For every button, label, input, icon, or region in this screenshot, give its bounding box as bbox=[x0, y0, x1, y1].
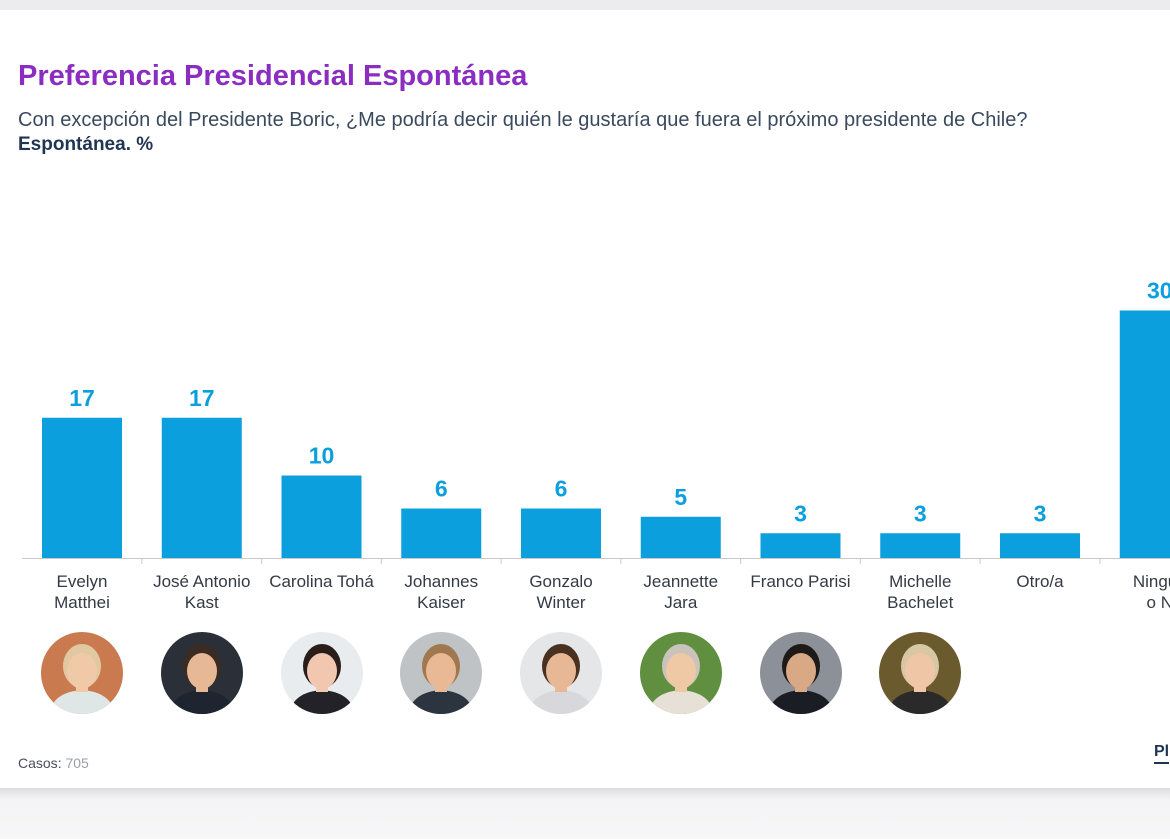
data-label: 10 bbox=[309, 443, 335, 469]
data-label: 30 bbox=[1147, 278, 1170, 304]
category-label: Otro/a bbox=[1016, 572, 1064, 591]
data-label: 3 bbox=[794, 500, 807, 526]
bar bbox=[161, 417, 242, 558]
data-label: 17 bbox=[189, 385, 215, 411]
portrait-icon bbox=[639, 632, 722, 714]
bar bbox=[760, 533, 841, 558]
data-label: 3 bbox=[1034, 500, 1047, 526]
category-label: Franco Parisi bbox=[750, 572, 851, 591]
category-label: Michelle Bachelet bbox=[887, 572, 954, 612]
bar bbox=[42, 417, 122, 558]
bar bbox=[1000, 533, 1080, 558]
data-label: 6 bbox=[555, 476, 568, 502]
category-label: Ningun o N bbox=[1132, 572, 1170, 612]
bar bbox=[1119, 310, 1170, 558]
category-label: Evelyn Matthei bbox=[54, 572, 110, 612]
bar bbox=[281, 475, 362, 558]
chart-subtitle: Espontánea. % bbox=[18, 134, 154, 155]
bar bbox=[640, 516, 721, 558]
category-label: Johannes Kaiser bbox=[404, 572, 479, 612]
category-label: Carolina Tohá bbox=[269, 572, 374, 591]
cases-value: 705 bbox=[65, 755, 89, 771]
bar bbox=[880, 533, 961, 558]
category-label: Gonzalo Winter bbox=[529, 572, 593, 612]
portrait-icon bbox=[280, 632, 363, 714]
portrait-icon bbox=[879, 632, 962, 714]
bar bbox=[521, 508, 601, 558]
cases-separator: : bbox=[57, 755, 66, 771]
data-label: 6 bbox=[435, 476, 448, 502]
portrait-icon bbox=[520, 632, 602, 714]
category-label: José Antonio Kast bbox=[153, 572, 251, 612]
data-label: 5 bbox=[674, 484, 687, 510]
brand-logo: Pl bbox=[1154, 743, 1170, 764]
chart-title: Preferencia Presidencial Espontánea bbox=[18, 60, 528, 92]
bar-chart: 17 17 10 6 6 5 3 3 3 30 bbox=[22, 278, 1170, 564]
data-label: 17 bbox=[69, 385, 95, 411]
bottom-band bbox=[0, 788, 1170, 839]
cases-label: Casos bbox=[18, 755, 58, 771]
portrait-icon bbox=[160, 632, 243, 714]
survey-question: Con excepción del Presidente Boric, ¿Me … bbox=[18, 109, 1028, 131]
portrait-icon bbox=[41, 632, 123, 714]
portrait-icon bbox=[759, 632, 842, 714]
category-label: Jeannette Jara bbox=[643, 572, 719, 612]
bar bbox=[401, 508, 482, 558]
data-label: 3 bbox=[914, 500, 927, 526]
cases-note: Casos: 705 bbox=[18, 755, 89, 771]
portrait-icon bbox=[400, 632, 483, 714]
slide: Preferencia Presidencial Espontánea Con … bbox=[0, 10, 1170, 788]
